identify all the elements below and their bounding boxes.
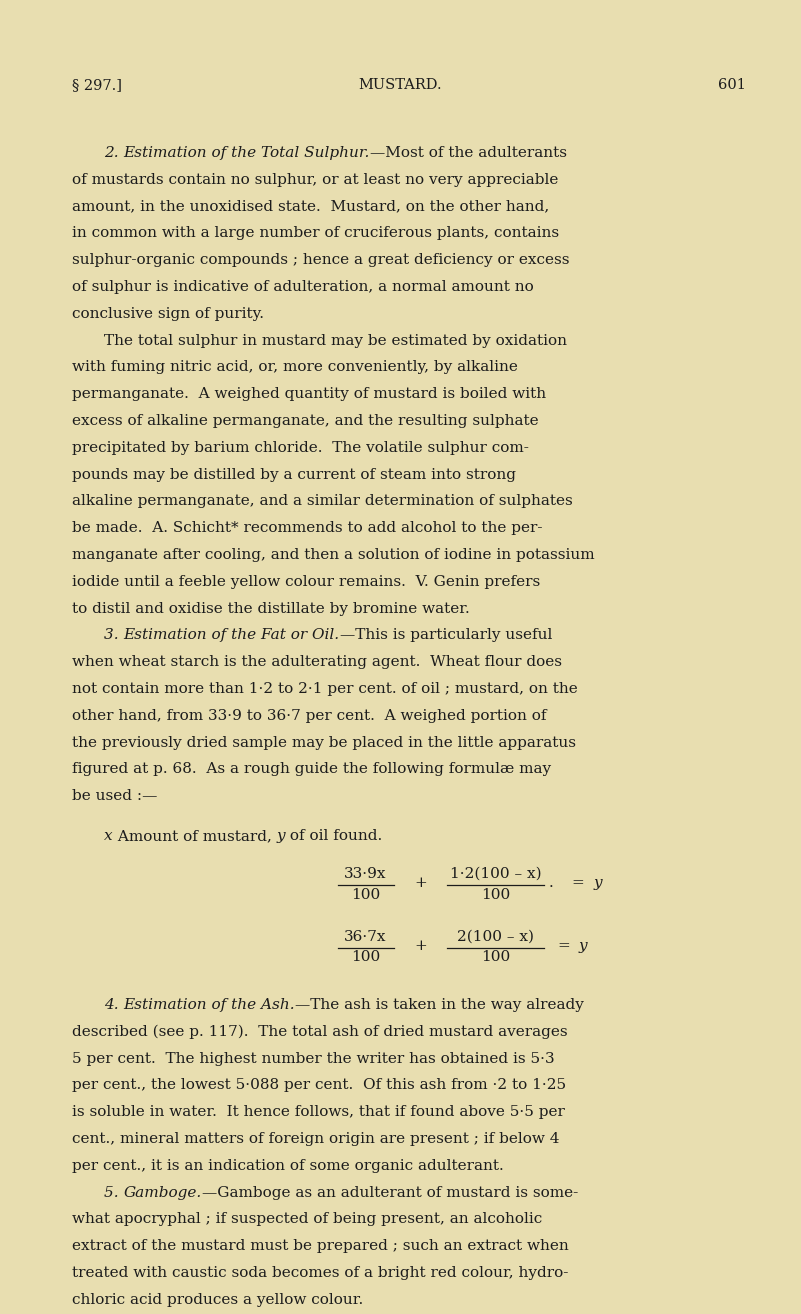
Text: 2(100 – x): 2(100 – x) [457, 930, 534, 943]
Text: Estimation of the Ash.: Estimation of the Ash. [123, 997, 295, 1012]
Text: 5.: 5. [104, 1185, 123, 1200]
Text: y: y [276, 829, 285, 844]
Text: pounds may be distilled by a current of steam into strong: pounds may be distilled by a current of … [72, 468, 516, 482]
Text: extract of the mustard must be prepared ; such an extract when: extract of the mustard must be prepared … [72, 1239, 569, 1254]
Text: 3.: 3. [104, 628, 123, 643]
Text: permanganate.  A weighed quantity of mustard is boiled with: permanganate. A weighed quantity of must… [72, 388, 546, 401]
Text: Gamboge.: Gamboge. [123, 1185, 202, 1200]
Text: iodide until a feeble yellow colour remains.  V. Genin prefers: iodide until a feeble yellow colour rema… [72, 576, 540, 589]
Text: 1·2(100 – x): 1·2(100 – x) [449, 867, 541, 880]
Text: Estimation of the Fat or Oil.: Estimation of the Fat or Oil. [123, 628, 340, 643]
Text: figured at p. 68.  As a rough guide the following formulæ may: figured at p. 68. As a rough guide the f… [72, 762, 551, 777]
Text: be used :—: be used :— [72, 790, 157, 803]
Text: described (see p. 117).  The total ash of dried mustard averages: described (see p. 117). The total ash of… [72, 1025, 568, 1039]
Text: y: y [594, 876, 602, 890]
Text: x: x [104, 829, 113, 844]
Text: other hand, from 33·9 to 36·7 per cent.  A weighed portion of: other hand, from 33·9 to 36·7 per cent. … [72, 708, 546, 723]
Text: excess of alkaline permanganate, and the resulting sulphate: excess of alkaline permanganate, and the… [72, 414, 538, 428]
Text: alkaline permanganate, and a similar determination of sulphates: alkaline permanganate, and a similar det… [72, 494, 573, 509]
Text: +: + [414, 938, 427, 953]
Text: amount, in the unoxidised state.  Mustard, on the other hand,: amount, in the unoxidised state. Mustard… [72, 200, 549, 214]
Text: of sulphur is indicative of adulteration, a normal amount no: of sulphur is indicative of adulteration… [72, 280, 533, 294]
Text: 2.: 2. [104, 146, 123, 160]
Text: not contain more than 1·2 to 2·1 per cent. of oil ; mustard, on the: not contain more than 1·2 to 2·1 per cen… [72, 682, 578, 696]
Text: conclusive sign of purity.: conclusive sign of purity. [72, 307, 264, 321]
Text: 36·7x: 36·7x [344, 930, 387, 943]
Text: precipitated by barium chloride.  The volatile sulphur com-: precipitated by barium chloride. The vol… [72, 442, 529, 455]
Text: with fuming nitric acid, or, more conveniently, by alkaline: with fuming nitric acid, or, more conven… [72, 360, 518, 374]
Text: 33·9x: 33·9x [344, 867, 387, 880]
Text: manganate after cooling, and then a solution of iodine in potassium: manganate after cooling, and then a solu… [72, 548, 594, 562]
Text: —This is particularly useful: —This is particularly useful [340, 628, 552, 643]
Text: to distil and oxidise the distillate by bromine water.: to distil and oxidise the distillate by … [72, 602, 469, 616]
Text: cent., mineral matters of foreign origin are present ; if below 4: cent., mineral matters of foreign origin… [72, 1131, 560, 1146]
Text: MUSTARD.: MUSTARD. [359, 78, 442, 92]
Text: sulphur-organic compounds ; hence a great deficiency or excess: sulphur-organic compounds ; hence a grea… [72, 254, 570, 267]
Text: 100: 100 [351, 950, 380, 964]
Text: the previously dried sample may be placed in the little apparatus: the previously dried sample may be place… [72, 736, 576, 750]
Text: is soluble in water.  It hence follows, that if found above 5·5 per: is soluble in water. It hence follows, t… [72, 1105, 565, 1120]
Text: 100: 100 [481, 888, 510, 901]
Text: § 297.]: § 297.] [72, 78, 122, 92]
Text: per cent., it is an indication of some organic adulterant.: per cent., it is an indication of some o… [72, 1159, 504, 1173]
Text: what apocryphal ; if suspected of being present, an alcoholic: what apocryphal ; if suspected of being … [72, 1213, 542, 1226]
Text: 100: 100 [351, 888, 380, 901]
Text: in common with a large number of cruciferous plants, contains: in common with a large number of crucife… [72, 226, 559, 240]
Text: =: = [573, 876, 590, 890]
Text: per cent., the lowest 5·088 per cent.  Of this ash from ·2 to 1·25: per cent., the lowest 5·088 per cent. Of… [72, 1079, 566, 1092]
Text: chloric acid produces a yellow colour.: chloric acid produces a yellow colour. [72, 1293, 363, 1306]
Text: y: y [578, 938, 587, 953]
Text: =: = [557, 938, 575, 953]
Text: —The ash is taken in the way already: —The ash is taken in the way already [295, 997, 584, 1012]
Text: The total sulphur in mustard may be estimated by oxidation: The total sulphur in mustard may be esti… [104, 334, 567, 348]
Text: of mustards contain no sulphur, or at least no very appreciable: of mustards contain no sulphur, or at le… [72, 173, 558, 187]
Text: 601: 601 [718, 78, 746, 92]
Text: be made.  A. Schicht* recommends to add alcohol to the per-: be made. A. Schicht* recommends to add a… [72, 522, 542, 535]
Text: Estimation of the Total Sulphur.: Estimation of the Total Sulphur. [123, 146, 370, 160]
Text: 4.: 4. [104, 997, 123, 1012]
Text: .: . [548, 876, 553, 890]
Text: of oil found.: of oil found. [285, 829, 382, 844]
Text: treated with caustic soda becomes of a bright red colour, hydro-: treated with caustic soda becomes of a b… [72, 1265, 569, 1280]
Text: 5 per cent.  The highest number the writer has obtained is 5·3: 5 per cent. The highest number the write… [72, 1051, 554, 1066]
Text: when wheat starch is the adulterating agent.  Wheat flour does: when wheat starch is the adulterating ag… [72, 656, 562, 669]
Text: Amount of mustard,: Amount of mustard, [113, 829, 276, 844]
Text: 100: 100 [481, 950, 510, 964]
Text: —Most of the adulterants: —Most of the adulterants [370, 146, 567, 160]
Text: +: + [414, 876, 427, 890]
Text: —Gamboge as an adulterant of mustard is some-: —Gamboge as an adulterant of mustard is … [202, 1185, 578, 1200]
